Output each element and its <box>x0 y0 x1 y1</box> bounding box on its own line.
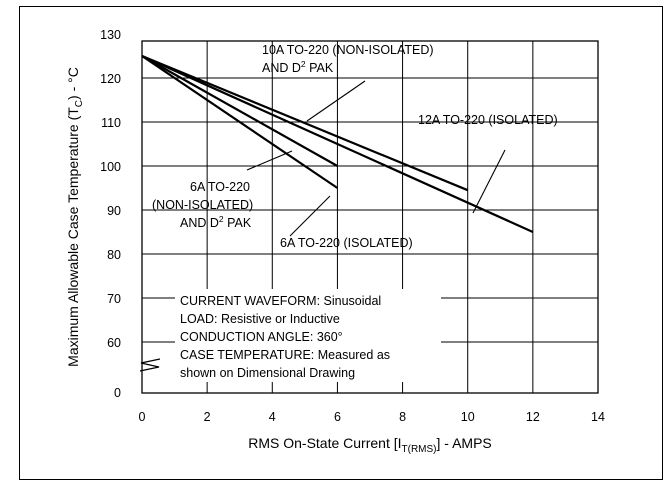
note-line-1: CURRENT WAVEFORM: Sinusoidal <box>180 294 381 308</box>
series-line-2 <box>141 55 338 167</box>
y-tick-labels: 0 60 70 80 90 100 110 120 130 <box>100 28 121 400</box>
note-line-3: CONDUCTION ANGLE: 360° <box>180 330 343 344</box>
y-tick-label-130: 130 <box>100 28 121 42</box>
annotation-10a-and-d: AND D <box>262 61 301 75</box>
y-tick-label-90: 90 <box>107 204 121 218</box>
annotation-6a-superscript: 2 <box>219 214 224 224</box>
note-line-5: shown on Dimensional Drawing <box>180 366 355 380</box>
x-axis-label-sub: T(RMS) <box>402 444 437 455</box>
annotation-10a-line2: AND D2 PAK <box>262 59 334 75</box>
annotation-10a-superscript: 2 <box>301 59 306 69</box>
y-tick-label-70: 70 <box>107 292 121 306</box>
y-tick-label-80: 80 <box>107 248 121 262</box>
y-tick-label-0: 0 <box>114 386 121 400</box>
annotation-6a-nonisolated-line3: AND D2 PAK <box>180 214 252 230</box>
annotation-6a-nonisolated-line2: (NON-ISOLATED) <box>152 198 253 212</box>
notes-box <box>175 289 441 382</box>
x-tick-label-10: 10 <box>461 410 475 424</box>
y-axis-label-tail: ) - °C <box>65 67 81 100</box>
annotation-6a-and-d: AND D <box>180 216 219 230</box>
annotation-10a-pak: PAK <box>306 61 334 75</box>
annotation-6a-pak: PAK <box>224 216 252 230</box>
y-tick-label-120: 120 <box>100 72 121 86</box>
y-axis-label: Maximum Allowable Case Temperature (TC) … <box>65 67 85 367</box>
series-line-3 <box>141 54 469 192</box>
x-tick-label-4: 4 <box>269 410 276 424</box>
y-axis-break <box>139 358 161 372</box>
series-line-4 <box>141 54 534 234</box>
figure-frame <box>19 6 663 480</box>
x-tick-label-0: 0 <box>139 410 146 424</box>
x-tick-label-12: 12 <box>526 410 540 424</box>
y-tick-label-100: 100 <box>100 160 121 174</box>
annotation-10a-line1: 10A TO-220 (NON-ISOLATED) <box>262 43 434 57</box>
leader-10a <box>306 80 366 122</box>
x-tick-label-2: 2 <box>204 410 211 424</box>
y-tick-label-110: 110 <box>101 116 121 130</box>
note-line-4: CASE TEMPERATURE: Measured as <box>180 348 390 362</box>
y-axis-label-main: Maximum Allowable Case Temperature (T <box>65 107 81 367</box>
annotation-6a-nonisolated-line1: 6A TO-220 <box>190 180 250 194</box>
annotation-6a-isolated: 6A TO-220 (ISOLATED) <box>280 236 413 250</box>
leader-6a-isolated <box>289 195 331 237</box>
x-tick-label-6: 6 <box>334 410 341 424</box>
x-axis-label: RMS On-State Current [IT(RMS)] - AMPS <box>248 435 492 455</box>
x-tick-label-14: 14 <box>591 410 605 424</box>
y-tick-label-60: 60 <box>107 336 121 350</box>
plot-area <box>141 40 599 394</box>
annotation-12a: 12A TO-220 (ISOLATED) <box>418 113 558 127</box>
series-lines <box>141 54 534 234</box>
x-axis-label-tail: ] - AMPS <box>437 435 492 451</box>
note-line-2: LOAD: Resistive or Inductive <box>180 312 340 326</box>
leader-12a <box>472 149 506 214</box>
series-line-1 <box>141 55 339 189</box>
y-axis-label-sub: C <box>74 100 85 107</box>
x-tick-label-8: 8 <box>399 410 406 424</box>
x-axis-label-main: RMS On-State Current [I <box>248 435 401 451</box>
leader-6a-nonisolated <box>246 150 293 171</box>
x-tick-labels: 0 2 4 6 8 10 12 14 <box>139 410 605 424</box>
